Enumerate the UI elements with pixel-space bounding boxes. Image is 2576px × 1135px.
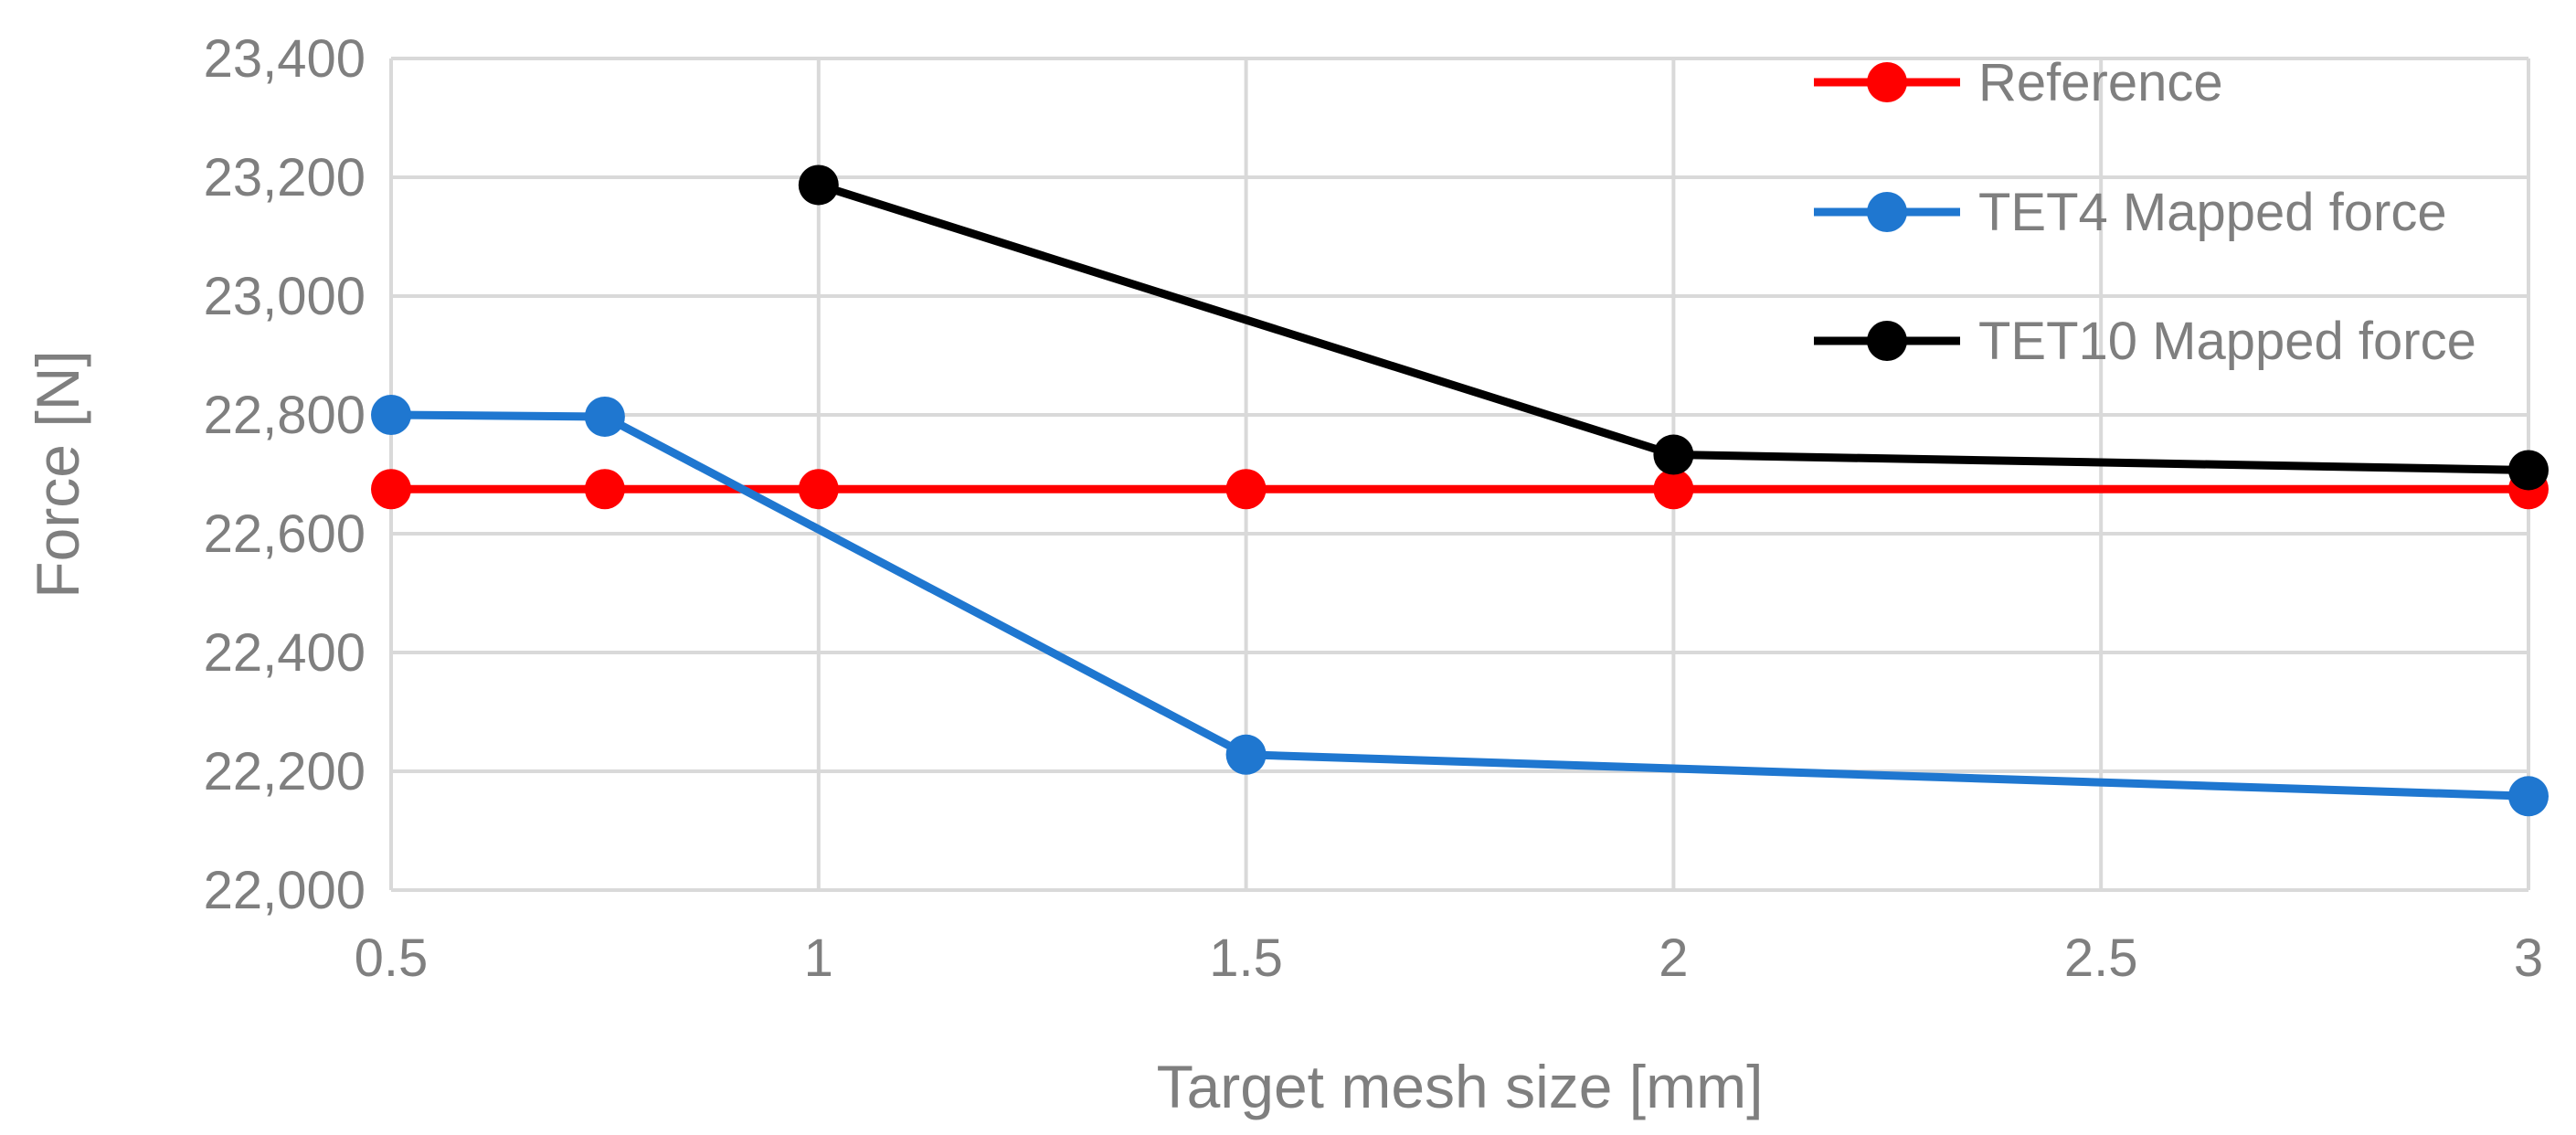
legend-label: TET4 Mapped force — [1978, 183, 2447, 242]
series-lines — [371, 164, 2549, 817]
data-point — [798, 164, 839, 206]
y-tick-label: 22,200 — [204, 742, 366, 801]
y-tick-label: 23,200 — [204, 148, 366, 207]
y-tick-label: 22,400 — [204, 623, 366, 683]
legend-label: Reference — [1978, 53, 2223, 112]
legend-label: TET10 Mapped force — [1978, 312, 2476, 371]
data-point — [1653, 469, 1694, 510]
y-axis-title: Force [N] — [24, 350, 91, 598]
data-point — [798, 469, 839, 510]
y-tick-label: 22,000 — [204, 861, 366, 920]
y-tick-label: 22,600 — [204, 504, 366, 564]
x-axis-title: Target mesh size [mm] — [1157, 1053, 1764, 1120]
x-tick-label: 1.5 — [1209, 928, 1283, 988]
data-point — [371, 469, 411, 510]
y-tick-label: 22,800 — [204, 386, 366, 445]
y-tick-label: 23,000 — [204, 267, 366, 326]
data-point — [371, 395, 411, 435]
legend-marker — [1867, 62, 1907, 102]
data-point — [1225, 469, 1267, 510]
x-tick-label: 2 — [1659, 928, 1688, 988]
data-point — [584, 469, 625, 510]
axes: 22,000 22,200 22,400 22,600 22,800 23,000 23,2… — [204, 29, 2544, 988]
data-point — [1653, 434, 1694, 475]
data-point — [2508, 776, 2549, 817]
y-tick-label: 23,400 — [204, 29, 366, 89]
legend-marker — [1867, 192, 1907, 232]
series-line — [390, 410, 2529, 801]
x-tick-label: 3 — [2514, 928, 2543, 988]
data-point — [2508, 450, 2549, 491]
x-tick-label: 2.5 — [2064, 928, 2138, 988]
x-tick-label: 0.5 — [355, 928, 429, 988]
x-tick-label: 1 — [804, 928, 833, 988]
legend: Reference TET4 Mapped force TET10 Mapped f… — [1814, 53, 2476, 371]
legend-marker — [1867, 321, 1907, 361]
data-point — [1225, 734, 1267, 775]
data-point — [584, 396, 625, 437]
